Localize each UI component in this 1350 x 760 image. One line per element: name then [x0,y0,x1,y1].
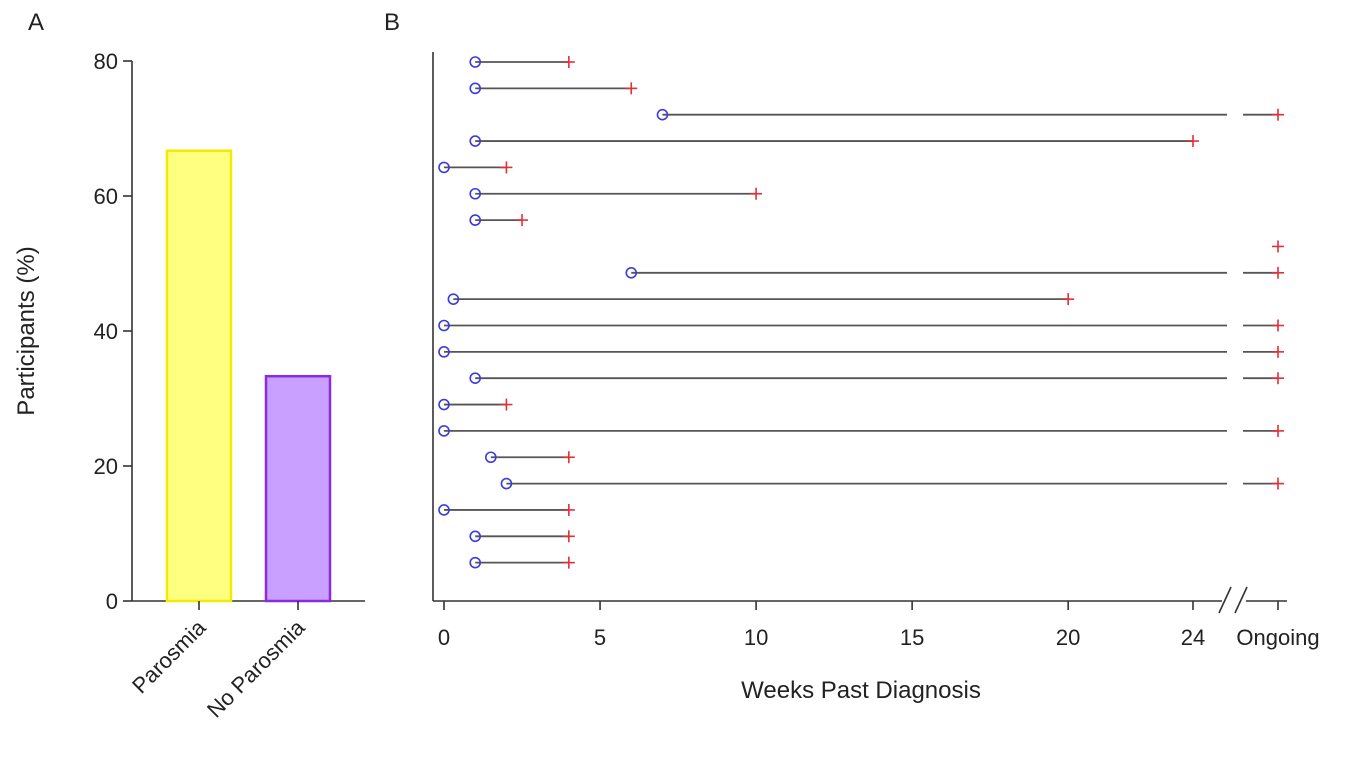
onset-marker [469,556,482,569]
panel-a-label: A [28,9,44,36]
onset-marker [438,504,450,516]
onset-marker [438,161,450,174]
y-tick-label: 40 [94,319,118,344]
onset-marker [469,530,482,543]
x-tick-label: 24 [1181,625,1205,650]
x-tick-label: 20 [1056,625,1080,650]
onset-marker [500,477,513,490]
y-tick-label: 80 [94,49,118,74]
x-axis-title: Weeks Past Diagnosis [741,677,981,704]
bar-no-parosmia [264,374,332,603]
onset-marker [469,214,482,226]
x-tick-label: No Parosmia [202,614,310,722]
x-tick-label: Parosmia [127,614,211,698]
y-axis-title: Participants (%) [13,246,40,415]
onset-marker [625,266,638,279]
y-tick-label: 60 [94,184,118,209]
panel-b-label: B [384,9,400,36]
x-tick-label: 15 [900,625,924,650]
onset-marker [469,56,482,68]
onset-marker [447,293,460,305]
onset-marker [656,108,669,121]
onset-marker [469,372,482,385]
x-tick-label: 10 [744,625,768,650]
onset-marker [469,82,482,95]
x-tick-label-ongoing: Ongoing [1236,625,1319,650]
timeline-chart-panel-b: 0 5 10 15 20 24 Ongoing Weeks Past Diagnosis [432,52,1320,704]
onset-marker [469,135,482,147]
x-tick-label: 5 [594,625,606,650]
bar-parosmia [165,149,233,603]
axis-break-mark [1218,586,1232,614]
axis-break-mark [1234,586,1248,614]
onset-marker [485,451,497,464]
onset-marker [438,346,450,358]
onset-marker [469,187,482,200]
onset-marker [438,398,450,411]
y-tick-label: 20 [94,454,118,479]
onset-marker [438,319,450,332]
x-tick-label: 0 [438,625,450,650]
onset-marker [438,425,450,437]
y-tick-label: 0 [106,589,118,614]
